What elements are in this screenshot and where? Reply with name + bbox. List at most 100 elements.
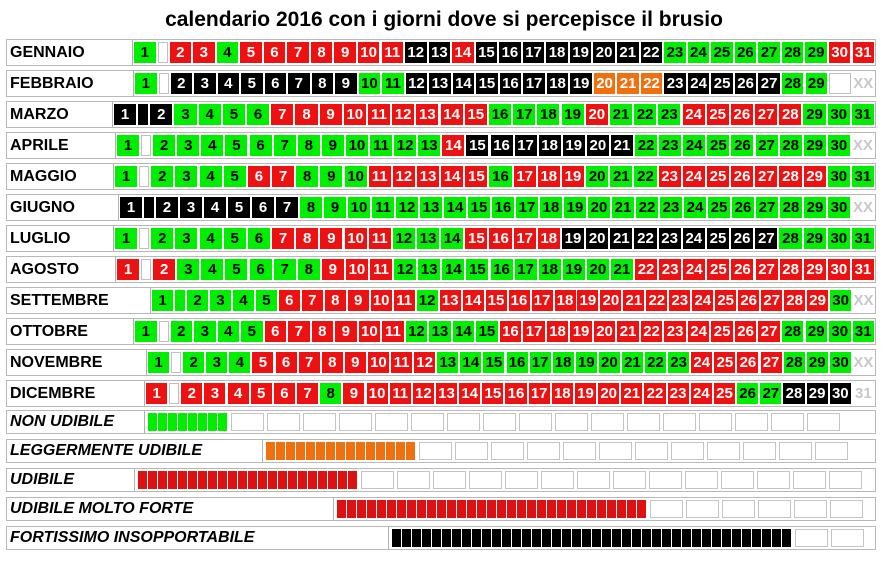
legend-swatch (318, 471, 327, 489)
day-cell: 18 (537, 228, 560, 249)
day-cell: 10 (358, 321, 381, 342)
legend-swatch (752, 529, 761, 547)
day-cell: 18 (538, 135, 561, 156)
day-cell: 25 (711, 42, 733, 63)
day-cell: 28 (781, 42, 804, 63)
legend-swatch (607, 500, 616, 518)
empty-grid-cell (699, 413, 732, 431)
legend-swatch (188, 413, 197, 431)
month-name: LUGLIO (7, 226, 114, 251)
day-cell: 30 (827, 135, 850, 156)
legend-swatch (772, 529, 781, 547)
day-cell: 20 (588, 197, 610, 218)
day-cell: 16 (499, 73, 522, 94)
day-cell: 13 (429, 73, 451, 94)
legend-swatch (387, 500, 396, 518)
day-cell: 5 (223, 228, 246, 249)
day-cell: 23 (659, 259, 682, 280)
day-cell: 13 (418, 259, 441, 280)
legend-swatch (338, 471, 347, 489)
legend-swatch (602, 529, 611, 547)
legend-swatch (442, 529, 451, 547)
legend-swatch (682, 529, 691, 547)
day-cell: 22 (646, 290, 668, 311)
day-cell: 22 (640, 73, 663, 94)
day-cell: 9 (319, 104, 342, 125)
day-cell: 19 (577, 290, 599, 311)
day-cell: 8 (295, 104, 318, 125)
legend-swatch (427, 500, 436, 518)
day-cell: XX (851, 135, 874, 156)
day-cell: 14 (452, 42, 474, 63)
day-cell: 6 (264, 321, 287, 342)
legend-swatch (542, 529, 551, 547)
day-cell: 6 (275, 352, 297, 373)
day-cell: 29 (805, 73, 827, 94)
day-cell (141, 135, 152, 156)
day-cell: 6 (263, 42, 286, 63)
day-cell: 4 (227, 383, 249, 404)
day-cell: 25 (707, 135, 730, 156)
day-cell: 30 (827, 166, 850, 187)
day-cell: 26 (732, 197, 754, 218)
legend-swatch (447, 500, 456, 518)
day-cell: 5 (241, 321, 263, 342)
day-cell: 17 (523, 73, 545, 94)
day-cell (171, 352, 182, 373)
legend-swatch (336, 442, 345, 460)
day-cell: 2 (181, 383, 203, 404)
day-cell: 19 (575, 352, 597, 373)
legend-swatch (218, 413, 227, 431)
day-cell: 29 (803, 228, 826, 249)
day-cell: 3 (206, 352, 228, 373)
legend-swatch (422, 529, 431, 547)
day-cell: 27 (760, 383, 782, 404)
day-cell: 14 (442, 135, 465, 156)
legend-swatch (326, 442, 335, 460)
empty-grid-cell (433, 471, 466, 489)
day-cell: 15 (468, 197, 490, 218)
legend-swatch (178, 471, 187, 489)
day-cell: 7 (297, 383, 319, 404)
legend-swatch (377, 500, 386, 518)
day-cell: 19 (561, 104, 584, 125)
month-name: DICEMBRE (7, 381, 145, 406)
day-cell: 4 (201, 259, 224, 280)
day-cell: 4 (199, 228, 222, 249)
day-cell: 23 (664, 42, 686, 63)
day-cell: 28 (779, 228, 802, 249)
day-cell: 13 (416, 166, 440, 187)
day-cell: 1 (115, 166, 138, 187)
day-cell: 23 (668, 352, 690, 373)
day-cell: 6 (247, 228, 270, 249)
month-row: SETTEMBRE 1 2 3 4 5 6 7 8 9 10 11 12 13 14 15 16 17 18 19 20… (6, 287, 876, 314)
day-cell: 3 (209, 290, 231, 311)
day-cell: 16 (492, 197, 514, 218)
legend-row: FORTISSIMO INSOPPORTABILE (6, 526, 876, 550)
day-cell: 1 (120, 197, 142, 218)
legend-label: FORTISSIMO INSOPPORTABILE (7, 527, 389, 549)
day-cell: 27 (758, 73, 780, 94)
empty-grid-cell (650, 500, 683, 518)
day-cell: 29 (805, 42, 827, 63)
day-cell: 30 (827, 104, 850, 125)
legend-swatch (366, 442, 375, 460)
day-cell: 3 (194, 73, 216, 94)
day-cell: 1 (115, 228, 138, 249)
empty-grid-cell (815, 442, 848, 460)
day-cell: XX (852, 197, 874, 218)
day-cell: 8 (320, 383, 342, 404)
empty-grid-cell (807, 413, 840, 431)
day-cell: 10 (344, 228, 367, 249)
month-row: AGOSTO 1 2 3 4 5 6 7 8 9 10 11 12 13 14 15 16 17 18 19 20 21 2… (6, 256, 876, 283)
empty-grid-cell (231, 413, 264, 431)
day-cell: 3 (180, 197, 202, 218)
legend-swatch (198, 413, 207, 431)
day-cell: 19 (569, 42, 592, 63)
day-cell: 10 (345, 259, 368, 280)
day-cell: 11 (370, 259, 393, 280)
empty-grid-cell (649, 471, 682, 489)
day-cell: 11 (381, 42, 403, 63)
empty-grid-cell (519, 413, 552, 431)
day-cell: 23 (664, 73, 686, 94)
